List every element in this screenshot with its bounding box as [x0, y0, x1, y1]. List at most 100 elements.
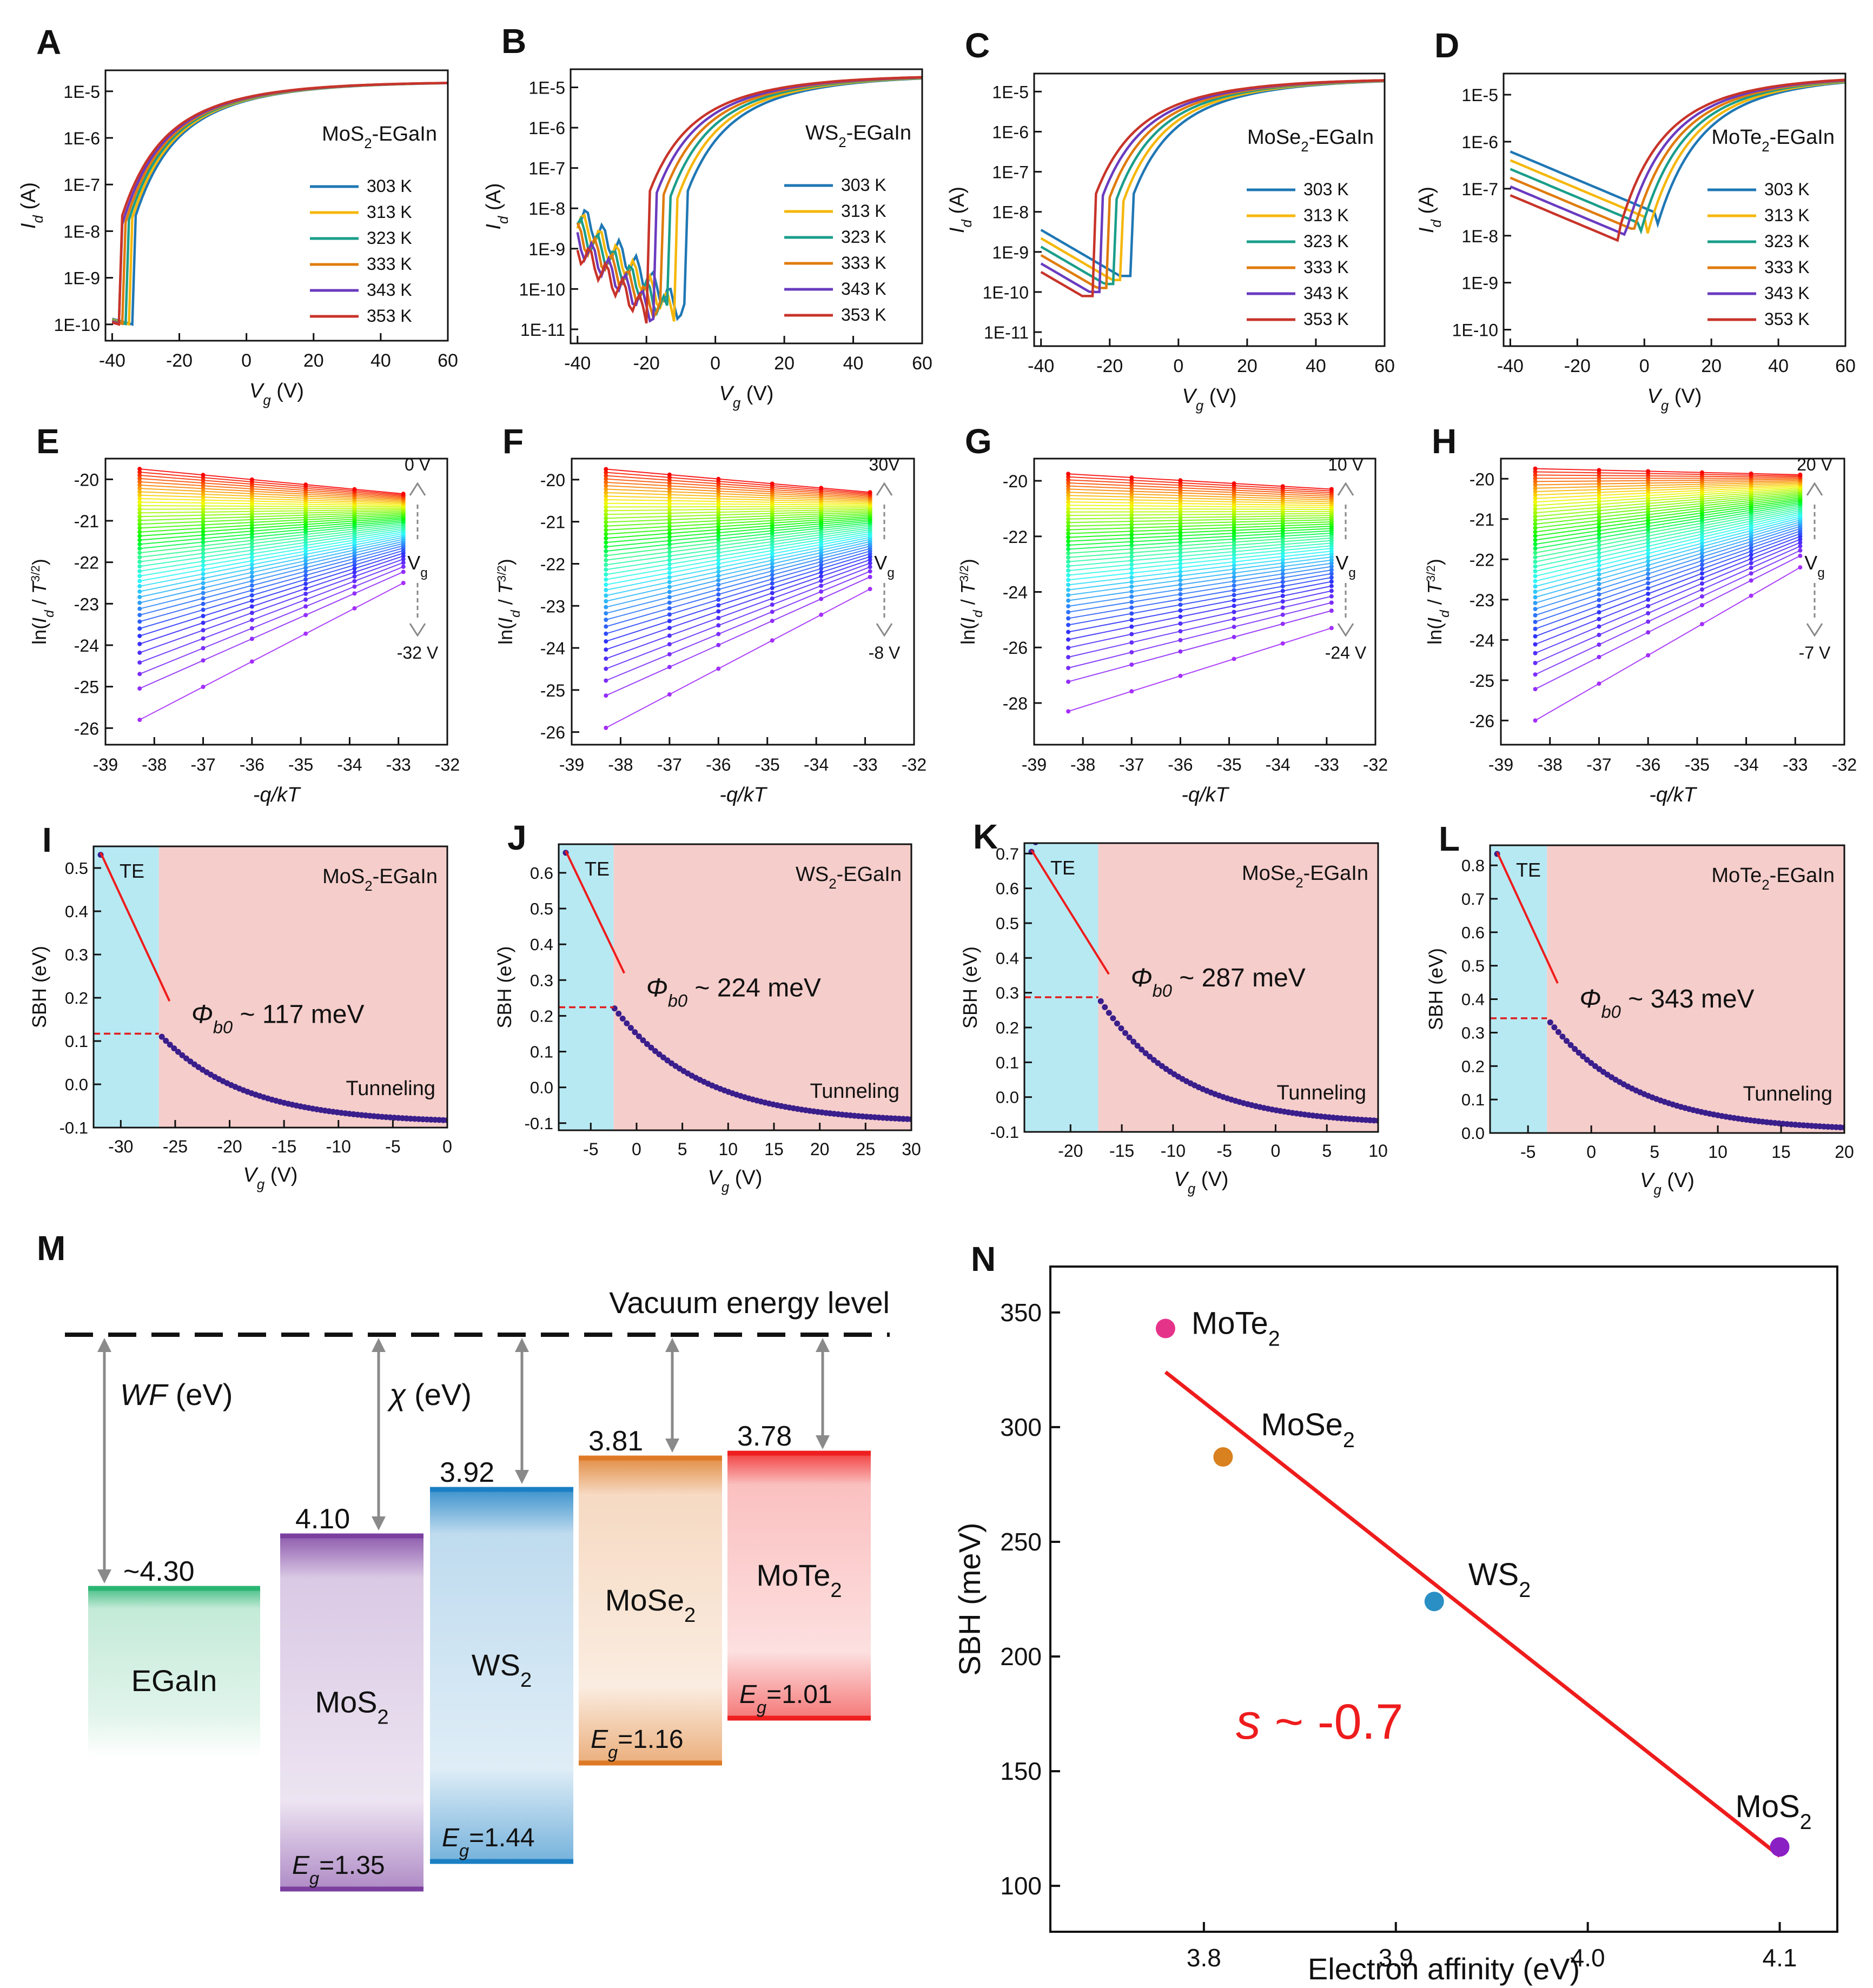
- fit-line: [1535, 528, 1801, 616]
- y-tick-label: 350: [1000, 1298, 1042, 1327]
- y-axis-label: Id (A): [1415, 187, 1444, 233]
- data-point: [249, 551, 254, 556]
- fit-line: [139, 566, 404, 675]
- data-point: [667, 571, 672, 575]
- data-point: [249, 559, 254, 564]
- data-point: [1232, 575, 1236, 580]
- data-point: [1232, 598, 1236, 602]
- data-point: [716, 536, 721, 541]
- data-point: [249, 477, 254, 482]
- data-point: [1129, 522, 1134, 527]
- x-tick-label: -33: [852, 755, 877, 774]
- data-point: [1646, 547, 1651, 552]
- sbh-point: [1567, 1042, 1574, 1048]
- data-point: [1129, 571, 1134, 575]
- data-point: [249, 570, 254, 575]
- y-tick-label: 0.6: [1461, 923, 1485, 942]
- data-point: [667, 524, 672, 529]
- data-point: [249, 562, 254, 567]
- data-point: [137, 479, 142, 484]
- x-tick-label: -32: [435, 755, 460, 774]
- data-point: [1597, 543, 1601, 548]
- x-tick-label: 30: [902, 1139, 921, 1159]
- sbh-point: [163, 1038, 169, 1044]
- data-point: [1597, 567, 1601, 572]
- data-point: [1129, 513, 1134, 518]
- fit-line: [1068, 495, 1332, 502]
- x-tick-label: -39: [1488, 755, 1513, 774]
- fit-line: [1068, 517, 1332, 523]
- data-point: [1646, 576, 1651, 581]
- data-point: [1798, 537, 1803, 542]
- x-tick-label: -40: [1497, 356, 1524, 376]
- data-point: [1749, 542, 1753, 547]
- data-point: [1232, 559, 1236, 564]
- data-point: [604, 536, 608, 541]
- data-point: [1066, 582, 1071, 587]
- data-point: [1066, 509, 1071, 514]
- data-point: [1597, 624, 1601, 629]
- data-point: [770, 481, 775, 486]
- x-tick-label: -5: [385, 1137, 400, 1156]
- sbh-point: [1555, 1029, 1561, 1035]
- x-tick-label: -37: [190, 755, 215, 774]
- data-point: [1597, 512, 1601, 516]
- y-tick-label: 1E-8: [1461, 227, 1498, 246]
- x-tick-label: -40: [564, 353, 591, 374]
- data-point: [137, 551, 142, 555]
- data-point: [201, 581, 206, 586]
- fit-line: [605, 576, 871, 697]
- data-point: [1749, 561, 1753, 566]
- data-point: [1646, 537, 1651, 542]
- legend-label: 323 K: [367, 228, 412, 248]
- fit-line: [1068, 562, 1332, 601]
- panel-title: MoSe2-EGaIn: [1247, 126, 1374, 155]
- fit-line: [606, 548, 870, 620]
- fit-line: [1068, 545, 1332, 572]
- y-tick-label: 0.2: [65, 989, 88, 1008]
- y-tick-label: 1E-11: [984, 323, 1029, 342]
- data-point: [1232, 571, 1236, 575]
- data-point: [1749, 578, 1753, 583]
- plot-frame: [92, 845, 448, 1129]
- curve-303K: [1510, 81, 1845, 229]
- y-axis-label: SBH (meV): [952, 1522, 987, 1675]
- data-point: [1749, 566, 1753, 571]
- data-point: [1232, 604, 1236, 608]
- data-point: [716, 565, 721, 570]
- fit-line: [606, 499, 870, 505]
- data-point: [1066, 578, 1071, 582]
- x-tick-label: -20: [1564, 356, 1591, 376]
- y-tick-label: 1E-8: [63, 222, 100, 241]
- data-point: [1597, 604, 1601, 608]
- data-point: [604, 512, 608, 517]
- data-point: [1129, 575, 1134, 580]
- data-point: [1597, 539, 1601, 544]
- fit-line: [1068, 476, 1332, 492]
- data-point: [604, 467, 608, 472]
- sbh-point: [1061, 774, 1067, 780]
- data-point: [137, 574, 142, 579]
- data-point: [137, 686, 142, 691]
- fit-line: [140, 471, 403, 496]
- phi-value-label: Φb0 ~ 117 meV: [191, 1000, 365, 1037]
- y-tick-label: 0.6: [530, 864, 553, 883]
- bandgap-label: Eg=1.16: [591, 1725, 684, 1762]
- x-tick-label: -34: [804, 755, 829, 774]
- data-point: [604, 532, 608, 536]
- vg-top-label: 20 V: [1797, 455, 1832, 474]
- fit-line: [605, 566, 870, 670]
- material-name: MoS2: [315, 1685, 388, 1729]
- x-tick-label: -36: [706, 755, 731, 774]
- data-point: [137, 542, 142, 547]
- fit-line: [1068, 542, 1332, 567]
- data-point: [1066, 474, 1071, 479]
- sbh-point: [575, 808, 581, 814]
- level-value: 3.81: [588, 1426, 643, 1457]
- data-point: [1597, 496, 1601, 501]
- band-mos: [280, 1536, 423, 1889]
- panel-letter: I: [42, 820, 52, 859]
- data-point: [716, 554, 721, 559]
- data-point: [716, 550, 721, 555]
